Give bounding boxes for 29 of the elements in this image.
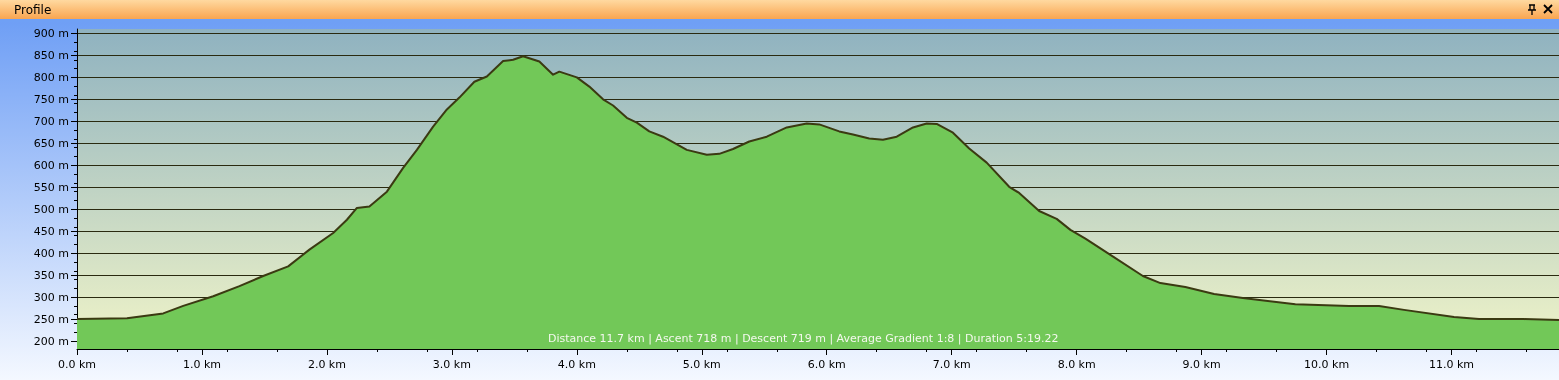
chart-title: Profile xyxy=(14,3,52,17)
x-tick-label: 1.0 km xyxy=(182,358,221,371)
y-tick-label: 750 m xyxy=(33,92,69,106)
y-tick-label: 300 m xyxy=(33,290,69,304)
y-tick-label: 700 m xyxy=(33,114,69,128)
x-tick-label: 9.0 km xyxy=(1182,358,1221,371)
x-tick-label: 3.0 km xyxy=(432,358,471,371)
x-tick-label: 7.0 km xyxy=(932,358,971,371)
x-tick-label: 6.0 km xyxy=(807,358,846,371)
annotation: Distance 11.7 km | Ascent 718 m | Descent 719 m | Average Gradient 1:8 | Duration 5:19.22 xyxy=(548,332,1059,345)
y-tick-label: 600 m xyxy=(33,158,69,172)
x-tick-label: 0.0 km xyxy=(57,358,97,371)
y-tick-label: 350 m xyxy=(33,268,69,282)
x-tick-label: 4.0 km xyxy=(557,358,596,371)
y-tick-label: 550 m xyxy=(33,180,69,194)
y-tick-label: 850 m xyxy=(33,48,69,62)
y-tick-label: 250 m xyxy=(33,312,69,326)
y-tick-label: 900 m xyxy=(33,26,69,40)
x-tick-label: 5.0 km xyxy=(682,358,721,371)
y-tick-label: 450 m xyxy=(33,224,69,238)
y-tick-label: 650 m xyxy=(33,136,69,150)
x-tick-label: 8.0 km xyxy=(1057,358,1096,371)
y-tick-label: 200 m xyxy=(33,334,69,348)
y-tick-label: 400 m xyxy=(33,246,69,260)
y-tick-label: 500 m xyxy=(33,202,69,216)
x-tick-label: 11.0 km xyxy=(1429,358,1475,371)
x-tick-label: 2.0 km xyxy=(307,358,346,371)
y-tick-label: 800 m xyxy=(33,70,69,84)
x-tick-label: 10.0 km xyxy=(1304,358,1350,371)
